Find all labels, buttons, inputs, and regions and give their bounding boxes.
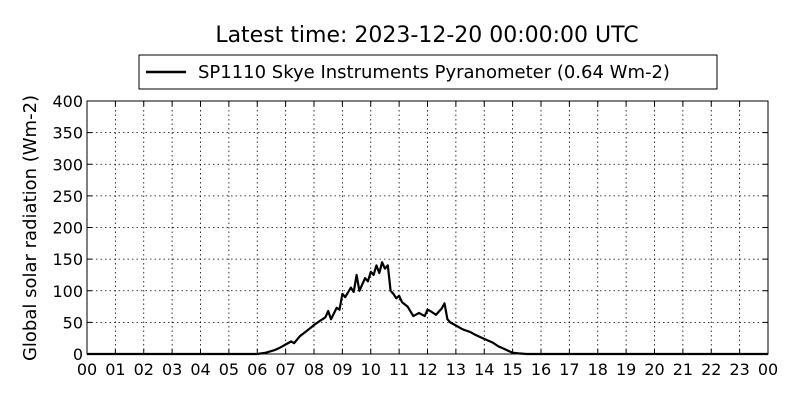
y-tick-label: 250 <box>52 187 83 206</box>
x-tick-label: 01 <box>105 360 125 379</box>
x-tick-label: 00 <box>77 360 97 379</box>
x-tick-label: 23 <box>729 360 749 379</box>
x-tick-label: 20 <box>644 360 664 379</box>
x-tick-labels: 00 01 02 03 04 05 06 07 08 09 10 11 12 13 14 15 16 17 18 19… <box>77 360 778 379</box>
x-tick-label: 12 <box>417 360 437 379</box>
legend-box <box>138 54 718 90</box>
y-tick-label: 350 <box>52 124 83 143</box>
y-tick-label: 50 <box>63 313 83 332</box>
x-tick-label: 08 <box>304 360 324 379</box>
y-tick-label: 0 <box>73 345 83 364</box>
x-tick-label: 10 <box>361 360 381 379</box>
y-axis-label: Global solar radiation (Wm-2) <box>20 95 41 361</box>
x-tick-label: 03 <box>162 360 182 379</box>
legend: SP1110 Skye Instruments Pyranometer (0.6… <box>138 54 718 90</box>
x-tick-label: 09 <box>332 360 352 379</box>
x-tick-label: 13 <box>446 360 466 379</box>
y-tick-label: 200 <box>52 219 83 238</box>
x-tick-label: 05 <box>219 360 239 379</box>
x-tick-label: 15 <box>502 360 522 379</box>
x-tick-label: 06 <box>247 360 267 379</box>
y-tick-label: 300 <box>52 155 83 174</box>
x-tick-label: 11 <box>389 360 409 379</box>
y-tick-label: 400 <box>52 92 83 111</box>
x-tick-label: 18 <box>588 360 608 379</box>
chart-title: Latest time: 2023-12-20 00:00:00 UTC <box>215 23 638 48</box>
x-tick-label: 21 <box>673 360 693 379</box>
axis-ticks <box>86 100 769 355</box>
x-tick-label: 14 <box>474 360 494 379</box>
legend-entry: SP1110 Skye Instruments Pyranometer (0.6… <box>198 62 670 83</box>
x-tick-label: 00 <box>758 360 778 379</box>
x-tick-label: 22 <box>701 360 721 379</box>
y-tick-labels: 0 50 100 150 200 250 300 350 400 <box>52 92 83 364</box>
y-tick-label: 100 <box>52 282 83 301</box>
x-tick-label: 02 <box>134 360 154 379</box>
series-line-group <box>87 261 768 356</box>
y-tick-label: 150 <box>52 250 83 269</box>
x-tick-label: 19 <box>616 360 636 379</box>
grid-lines <box>87 101 768 354</box>
x-tick-label: 17 <box>559 360 579 379</box>
x-tick-label: 07 <box>275 360 295 379</box>
series-line <box>87 261 768 356</box>
x-tick-label: 04 <box>190 360 210 379</box>
x-tick-label: 16 <box>531 360 551 379</box>
